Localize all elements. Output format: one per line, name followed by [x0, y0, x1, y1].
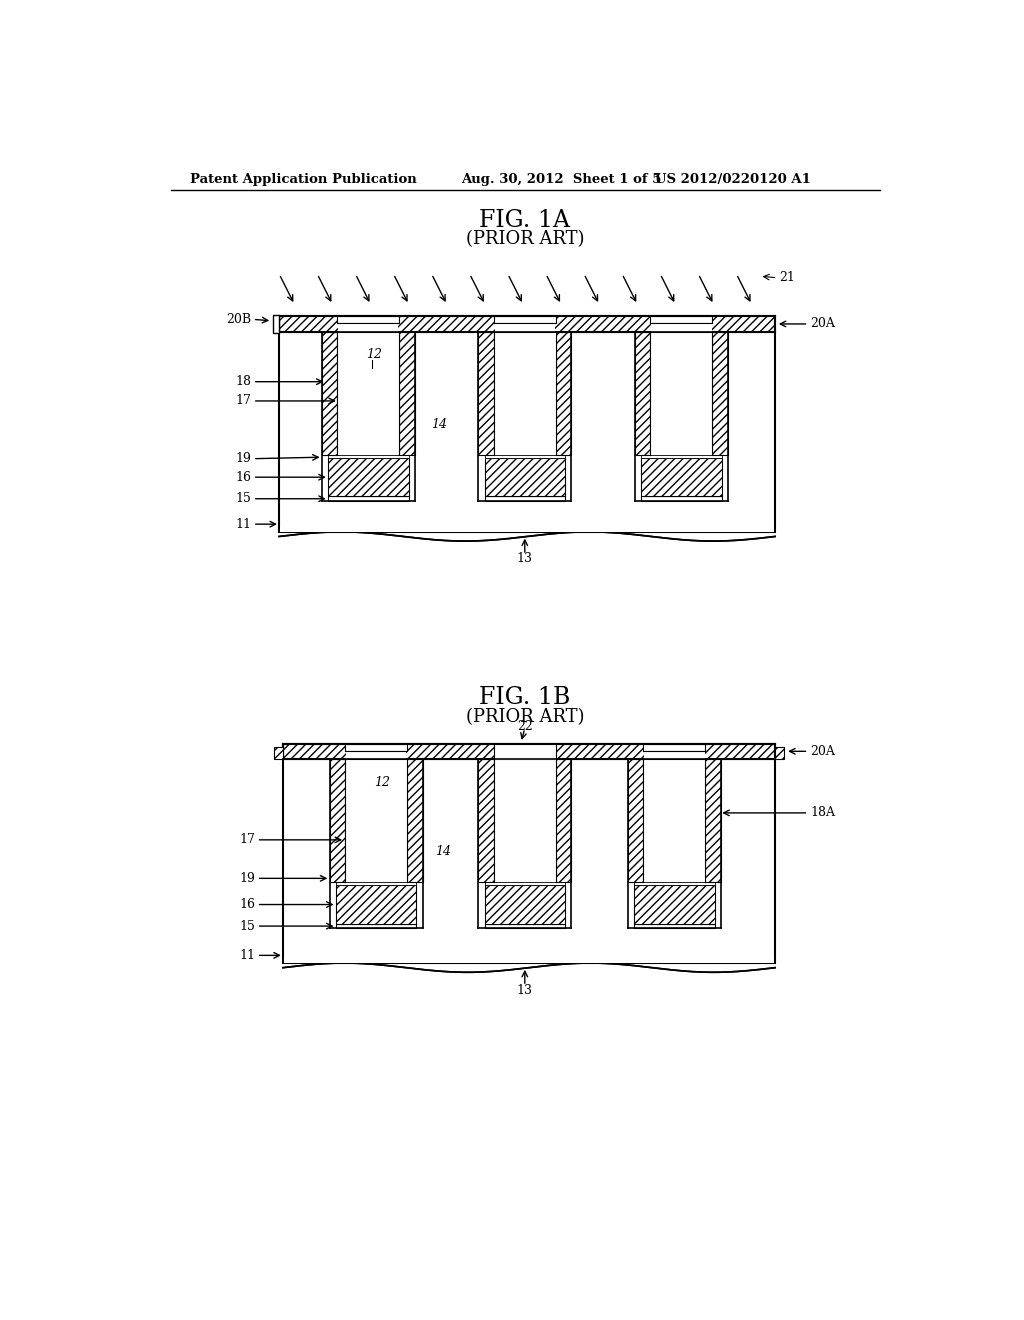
Bar: [399, 331, 415, 455]
Text: 16: 16: [239, 898, 255, 911]
Text: 13: 13: [517, 552, 532, 565]
Text: 16: 16: [236, 471, 251, 483]
Bar: [484, 496, 565, 502]
Bar: [494, 743, 556, 760]
Bar: [641, 458, 722, 496]
Bar: [634, 882, 715, 886]
Bar: [643, 743, 706, 751]
Text: 11: 11: [239, 949, 255, 962]
Bar: [556, 331, 571, 455]
Text: 17: 17: [240, 833, 255, 846]
Text: 12: 12: [367, 348, 382, 362]
Bar: [346, 751, 407, 759]
Text: 20A: 20A: [810, 317, 835, 330]
Bar: [644, 751, 705, 759]
Text: 13: 13: [517, 983, 532, 997]
Bar: [478, 331, 571, 502]
Text: 14: 14: [434, 845, 451, 858]
Bar: [634, 924, 715, 928]
Bar: [337, 317, 399, 323]
Bar: [280, 525, 774, 532]
Bar: [641, 455, 722, 458]
Bar: [284, 957, 774, 964]
Bar: [484, 455, 565, 458]
Text: 20A: 20A: [810, 744, 835, 758]
Text: 20B: 20B: [226, 313, 251, 326]
Bar: [328, 496, 409, 502]
Bar: [478, 331, 494, 455]
Bar: [330, 759, 345, 882]
Bar: [650, 317, 713, 323]
Text: 18: 18: [236, 375, 251, 388]
Bar: [494, 317, 556, 323]
Bar: [328, 458, 409, 496]
Text: 21: 21: [779, 271, 795, 284]
Bar: [494, 331, 556, 455]
Text: 11: 11: [236, 517, 251, 531]
Bar: [407, 759, 423, 882]
Text: (PRIOR ART): (PRIOR ART): [466, 230, 584, 248]
Text: 12: 12: [374, 776, 390, 788]
Text: US 2012/0220120 A1: US 2012/0220120 A1: [655, 173, 811, 186]
Bar: [478, 759, 571, 928]
Bar: [651, 323, 712, 331]
Bar: [328, 455, 409, 458]
Bar: [495, 323, 555, 331]
Bar: [775, 747, 784, 759]
Text: 18A: 18A: [810, 807, 835, 820]
Bar: [283, 743, 775, 759]
Text: 15: 15: [240, 920, 255, 933]
Bar: [484, 886, 565, 924]
Text: 14: 14: [431, 417, 446, 430]
Text: FIG. 1A: FIG. 1A: [479, 209, 570, 231]
Bar: [330, 759, 423, 928]
Bar: [336, 886, 417, 924]
Bar: [706, 759, 721, 882]
Bar: [494, 759, 556, 882]
Bar: [713, 331, 728, 455]
Bar: [322, 331, 337, 455]
Bar: [283, 759, 775, 964]
Bar: [336, 924, 417, 928]
Bar: [556, 759, 571, 882]
Bar: [484, 924, 565, 928]
Text: Aug. 30, 2012  Sheet 1 of 5: Aug. 30, 2012 Sheet 1 of 5: [461, 173, 662, 186]
Text: 17: 17: [236, 395, 251, 408]
Bar: [650, 331, 713, 455]
Bar: [635, 331, 728, 502]
Text: FIG. 1B: FIG. 1B: [479, 686, 570, 709]
Bar: [484, 882, 565, 886]
Bar: [635, 331, 650, 455]
Bar: [322, 331, 415, 502]
Bar: [634, 886, 715, 924]
Bar: [345, 759, 407, 882]
Bar: [273, 747, 283, 759]
Text: Patent Application Publication: Patent Application Publication: [190, 173, 417, 186]
Text: (PRIOR ART): (PRIOR ART): [466, 708, 584, 726]
Bar: [336, 882, 417, 886]
Bar: [338, 323, 398, 331]
Bar: [280, 317, 775, 331]
Bar: [273, 314, 280, 333]
Text: 22: 22: [517, 721, 532, 733]
Bar: [484, 458, 565, 496]
Text: 19: 19: [236, 453, 251, 465]
Bar: [478, 759, 494, 882]
Bar: [641, 496, 722, 502]
Bar: [337, 331, 399, 455]
Bar: [345, 743, 407, 751]
Bar: [280, 331, 775, 532]
Bar: [628, 759, 721, 928]
Bar: [628, 759, 643, 882]
Text: 19: 19: [240, 871, 255, 884]
Text: 15: 15: [236, 492, 251, 506]
Bar: [643, 759, 706, 882]
